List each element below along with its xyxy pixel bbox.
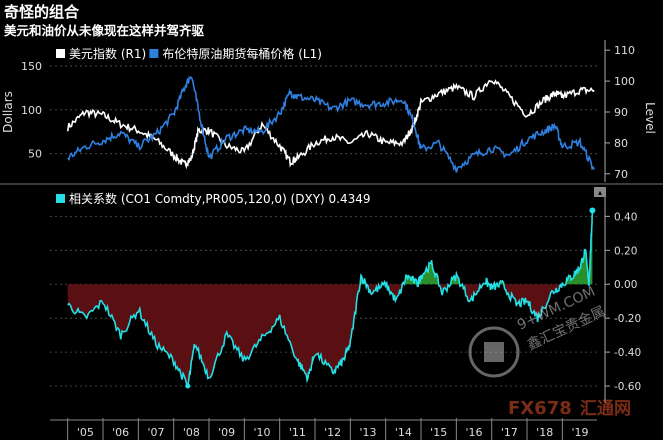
top-right-tick-label: 70 (614, 168, 628, 181)
bottom-right-tick-label: 0.00 (614, 279, 637, 291)
x-axis-tick-label: '17 (501, 426, 518, 439)
top-right-tick-label: 110 (614, 44, 635, 57)
top-right-tick-label: 80 (614, 137, 628, 150)
x-axis-tick-label: '13 (360, 426, 377, 439)
top-left-tick-label: 100 (21, 104, 42, 117)
bottom-legend-swatch (56, 194, 65, 203)
x-axis-tick-label: '11 (289, 426, 306, 439)
top-legend-label: 美元指数 (R1) (69, 46, 146, 61)
top-legend-swatch (149, 49, 159, 58)
x-axis-tick-label: '08 (183, 426, 200, 439)
x-axis-tick-label: '10 (253, 426, 270, 439)
watermark-brand-cn-text: 汇通网 (580, 399, 631, 419)
chart-title: 奇怪的组合 (4, 3, 80, 21)
top-legend-label: 布伦特原油期货每桶价格 (L1) (162, 46, 322, 61)
correlation-min-point (185, 383, 191, 389)
top-right-tick-label: 90 (614, 106, 628, 119)
bottom-right-tick-label: 0.20 (614, 245, 637, 257)
bottom-right-tick-label: -0.60 (614, 381, 641, 393)
scroll-button[interactable]: ▴ (594, 187, 606, 197)
top-right-axis-label: Level (643, 102, 657, 134)
watermark-logo-mark (484, 342, 504, 362)
bottom-right-tick-label: -0.20 (614, 313, 641, 325)
dxy-line (66, 79, 595, 170)
watermark-logo (468, 326, 520, 378)
x-axis-tick-label: '05 (77, 426, 94, 439)
top-legend: 美元指数 (R1) 布伦特原油期货每桶价格 (L1) (56, 46, 322, 61)
x-axis-tick-label: '12 (324, 426, 341, 439)
x-axis-tick-label: '19 (572, 426, 589, 439)
x-axis-tick-label: '18 (536, 426, 553, 439)
correlation-line (67, 211, 594, 388)
bottom-right-tick-label: 0.40 (614, 211, 637, 223)
x-axis-tick-label: '15 (430, 426, 447, 439)
top-left-tick-label: 150 (21, 60, 42, 73)
top-left-axis: 50 100 150 (21, 60, 42, 161)
top-right-tick-label: 100 (614, 75, 635, 88)
positive-correlation-area (67, 211, 593, 285)
top-left-tick-label: 50 (28, 148, 42, 161)
top-legend-swatch (56, 49, 65, 58)
chart-subtitle: 美元和油价从未像现在这样并驾齐驱 (4, 23, 205, 38)
bottom-right-tick-label: -0.40 (614, 347, 641, 359)
brent-line (67, 75, 595, 173)
bottom-panel-fill (67, 211, 593, 386)
bottom-panel-line (67, 207, 596, 389)
x-axis-tick-label: '16 (466, 426, 483, 439)
svg-text:▴: ▴ (598, 188, 602, 197)
negative-correlation-area (67, 284, 593, 386)
bottom-legend: 相关系数 (CO1 Comdty,PR005,120,0) (DXY) 0.43… (56, 191, 371, 206)
correlation-last-point (589, 207, 596, 214)
watermark: 9+WM.COM 鑫汇宝贵金属 FX678 汇通网 (468, 284, 631, 419)
x-axis-tick-label: '09 (218, 426, 235, 439)
x-axis-tick-label: '06 (112, 426, 129, 439)
watermark-brand-text: FX678 (508, 398, 572, 419)
top-panel-grid (50, 65, 597, 155)
x-axis-tick-label: '14 (395, 426, 412, 439)
x-axis: '05 '06 '07 '08 '09 '10 '11 '12 '13 '14 '15 '16 '17 '… (50, 418, 597, 440)
top-right-axis: 70 80 90 100 110 (604, 40, 635, 182)
bottom-legend-label: 相关系数 (CO1 Comdty,PR005,120,0) (DXY) 0.43… (69, 191, 371, 206)
top-left-axis-label: Dollars (1, 91, 15, 133)
x-axis-tick-label: '07 (147, 426, 164, 439)
top-panel-lines (66, 75, 595, 173)
bottom-right-axis: -0.60 -0.40 -0.20 0.00 0.20 0.40 (604, 196, 641, 403)
